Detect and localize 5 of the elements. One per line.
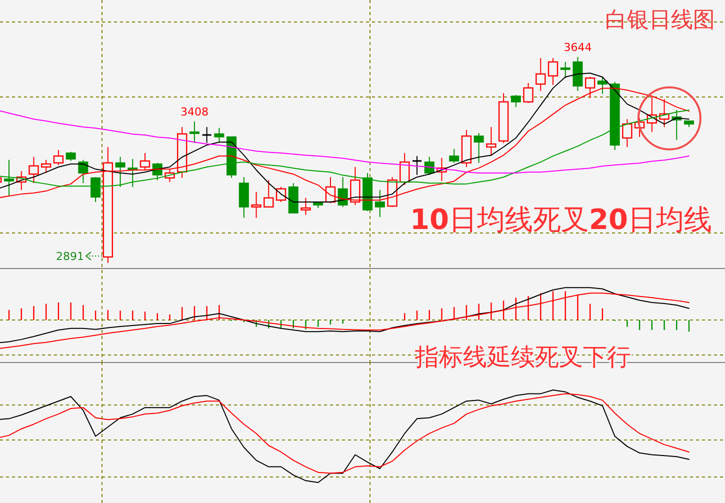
annotation: 3644 xyxy=(564,41,592,54)
annotation: 2891 xyxy=(56,250,84,263)
chart-title: 白银日线图 xyxy=(605,8,715,33)
annotation: 10日均线死叉20日均线 xyxy=(410,203,712,236)
annotation: 3408 xyxy=(180,106,208,119)
